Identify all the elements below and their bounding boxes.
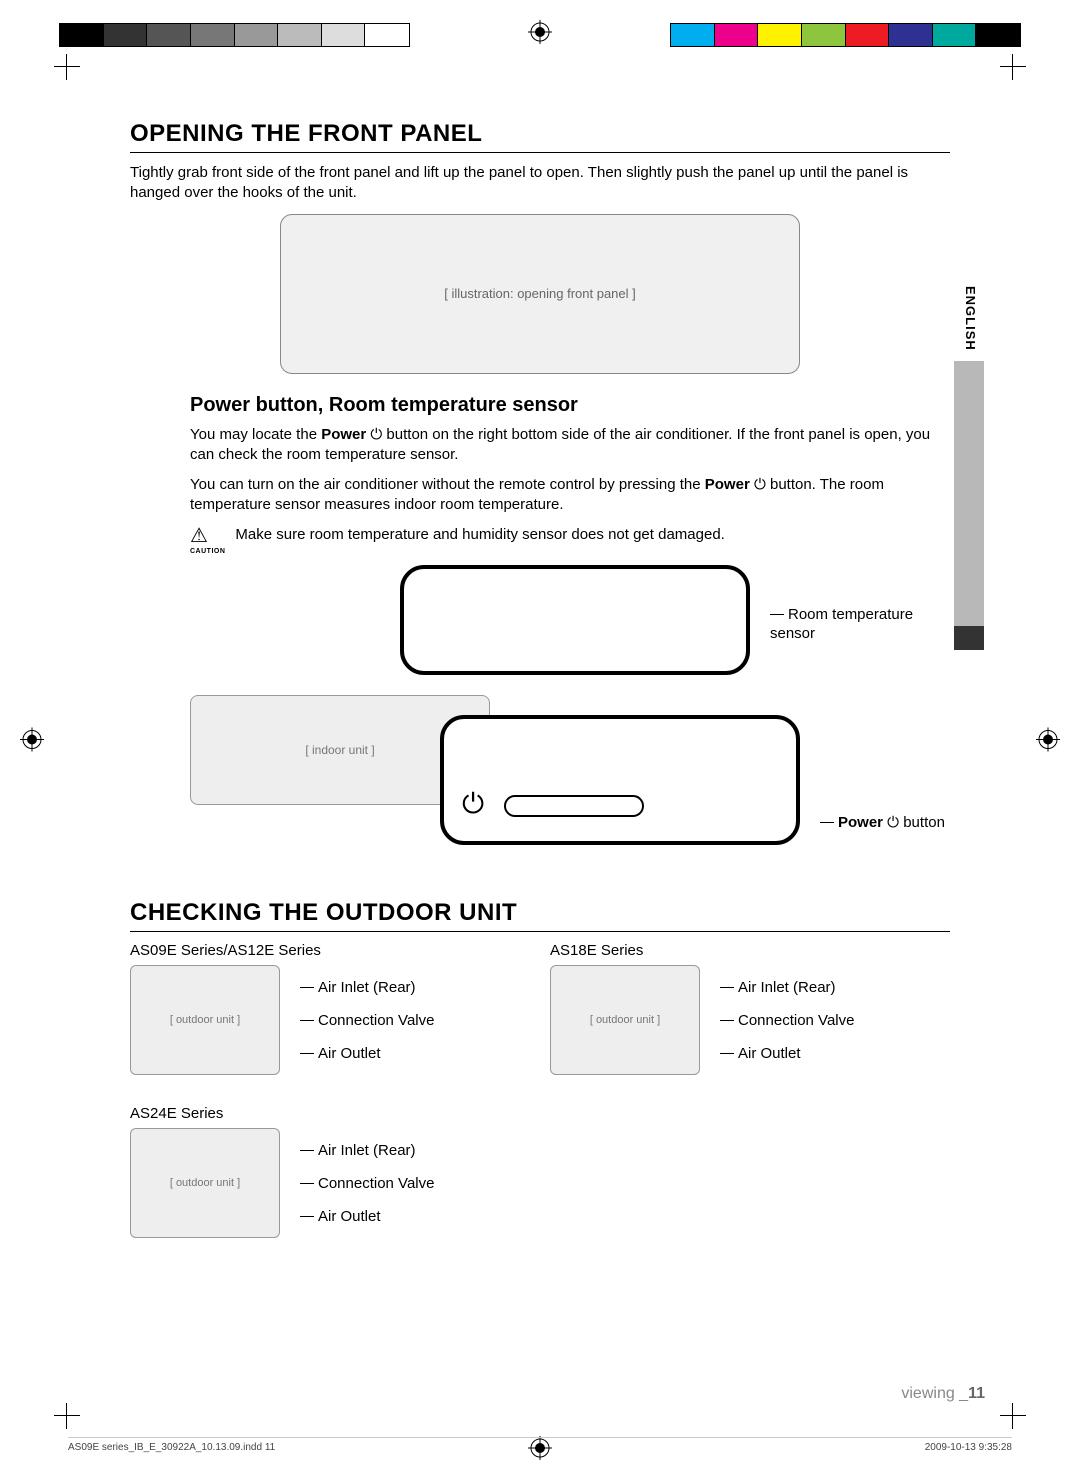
color-swatch (322, 24, 366, 46)
print-color-bar (60, 24, 1020, 46)
heading-power-sensor: Power button, Room temperature sensor (130, 394, 950, 417)
connection-valve-label: Connection Valve (720, 1004, 854, 1037)
power-callout: ⏻ (440, 715, 800, 845)
color-swatch (409, 24, 453, 46)
color-swatch (104, 24, 148, 46)
power-sensor-block: You may locate the Power ⏻ button on the… (130, 425, 950, 875)
air-inlet-label: Air Inlet (Rear) (720, 971, 854, 1004)
crop-mark (1000, 54, 1026, 80)
text: You can turn on the air conditioner with… (190, 476, 705, 493)
crop-mark (54, 54, 80, 80)
sensor-diagram: [ indoor unit ] Room temperature sensor … (190, 565, 950, 875)
text: You may locate the (190, 426, 321, 443)
front-panel-illustration: [ illustration: opening front panel ] (280, 214, 800, 374)
language-label: ENGLISH (954, 280, 984, 361)
color-swatch (365, 24, 409, 46)
air-inlet-label: Air Inlet (Rear) (300, 971, 434, 1004)
language-tab: ENGLISH (954, 280, 984, 650)
air-inlet-label: Air Inlet (Rear) (300, 1134, 434, 1167)
color-swatch (540, 24, 584, 46)
color-swatch (60, 24, 104, 46)
outdoor-unit-block: AS24E Series[ outdoor unit ]Air Inlet (R… (130, 1105, 490, 1238)
color-swatch (235, 24, 279, 46)
crop-mark (54, 1403, 80, 1429)
color-swatch (278, 24, 322, 46)
page-content: OPENING THE FRONT PANEL Tightly grab fro… (130, 120, 950, 1238)
power-bold: Power (838, 814, 883, 831)
caution-label: CAUTION (190, 548, 225, 555)
registration-mark-left (20, 727, 44, 756)
color-swatch (496, 24, 540, 46)
outdoor-unit-illustration: [ outdoor unit ] (130, 965, 280, 1075)
color-swatch (715, 24, 759, 46)
unit-labels: Air Inlet (Rear)Connection ValveAir Outl… (300, 1128, 434, 1233)
color-swatch (758, 24, 802, 46)
unit-labels: Air Inlet (Rear)Connection ValveAir Outl… (720, 965, 854, 1070)
registration-mark-right (1036, 727, 1060, 756)
caution-note: ⚠ CAUTION Make sure room temperature and… (190, 526, 950, 555)
unit-row: [ outdoor unit ]Air Inlet (Rear)Connecti… (550, 965, 910, 1075)
crop-mark (1000, 1403, 1026, 1429)
unit-series-title: AS18E Series (550, 942, 910, 959)
print-file-name: AS09E series_IB_E_30922A_10.13.09.indd 1… (68, 1442, 275, 1453)
outdoor-unit-illustration: [ outdoor unit ] (550, 965, 700, 1075)
color-swatch (453, 24, 497, 46)
color-swatch (933, 24, 977, 46)
connection-valve-label: Connection Valve (300, 1004, 434, 1037)
page-footer: viewing _11 (901, 1385, 985, 1403)
air-outlet-label: Air Outlet (720, 1037, 854, 1070)
heading-opening-front-panel: OPENING THE FRONT PANEL (130, 120, 950, 153)
text: ⏻ button (883, 814, 945, 831)
outdoor-unit-block: AS09E Series/AS12E Series [ outdoor unit … (130, 942, 490, 1075)
color-swatch (889, 24, 933, 46)
warning-icon: ⚠ (190, 526, 225, 546)
tab-marker (954, 626, 984, 650)
power-icon: ⏻ (462, 788, 484, 821)
power-sensor-p1: You may locate the Power ⏻ button on the… (190, 425, 950, 466)
air-outlet-label: Air Outlet (300, 1037, 434, 1070)
unit-labels: Air Inlet (Rear)Connection ValveAir Outl… (300, 965, 434, 1070)
outdoor-units-grid: AS09E Series/AS12E Series [ outdoor unit … (130, 942, 950, 1238)
connection-valve-label: Connection Valve (300, 1167, 434, 1200)
tab-spacer (954, 361, 984, 626)
outdoor-unit-block: AS18E Series[ outdoor unit ]Air Inlet (R… (550, 942, 910, 1075)
color-swatch (191, 24, 235, 46)
power-bold: Power (705, 476, 750, 493)
text: Room temperature sensor (770, 606, 913, 643)
color-swatch (976, 24, 1020, 46)
color-swatch (846, 24, 890, 46)
page-number: 11 (968, 1385, 985, 1402)
color-swatch (147, 24, 191, 46)
heading-outdoor-unit: CHECKING THE OUTDOOR UNIT (130, 899, 950, 932)
outdoor-unit-illustration: [ outdoor unit ] (130, 1128, 280, 1238)
print-footer: AS09E series_IB_E_30922A_10.13.09.indd 1… (68, 1437, 1012, 1453)
color-swatch (671, 24, 715, 46)
caution-icon-wrap: ⚠ CAUTION (190, 526, 225, 555)
color-swatch (584, 24, 628, 46)
print-timestamp: 2009-10-13 9:35:28 (925, 1442, 1012, 1453)
opening-front-panel-text: Tightly grab front side of the front pan… (130, 163, 950, 204)
leader-tick (770, 614, 784, 615)
color-swatch (627, 24, 671, 46)
unit-series-title: AS09E Series/AS12E Series (130, 942, 490, 959)
power-sensor-p2: You can turn on the air conditioner with… (190, 475, 950, 516)
power-button-label: Power ⏻ button (820, 813, 945, 833)
air-outlet-label: Air Outlet (300, 1200, 434, 1233)
sensor-callout (400, 565, 750, 675)
color-swatch (802, 24, 846, 46)
room-temp-sensor-label: Room temperature sensor (770, 605, 950, 644)
footer-label: viewing _ (901, 1385, 968, 1402)
unit-series-title: AS24E Series (130, 1105, 490, 1122)
power-button-shape (504, 795, 644, 817)
power-bold: Power (321, 426, 366, 443)
caution-text: Make sure room temperature and humidity … (235, 526, 724, 543)
unit-row: [ outdoor unit ]Air Inlet (Rear)Connecti… (130, 1128, 490, 1238)
unit-row: [ outdoor unit ]Air Inlet (Rear)Connecti… (130, 965, 490, 1075)
leader-tick (820, 822, 834, 823)
